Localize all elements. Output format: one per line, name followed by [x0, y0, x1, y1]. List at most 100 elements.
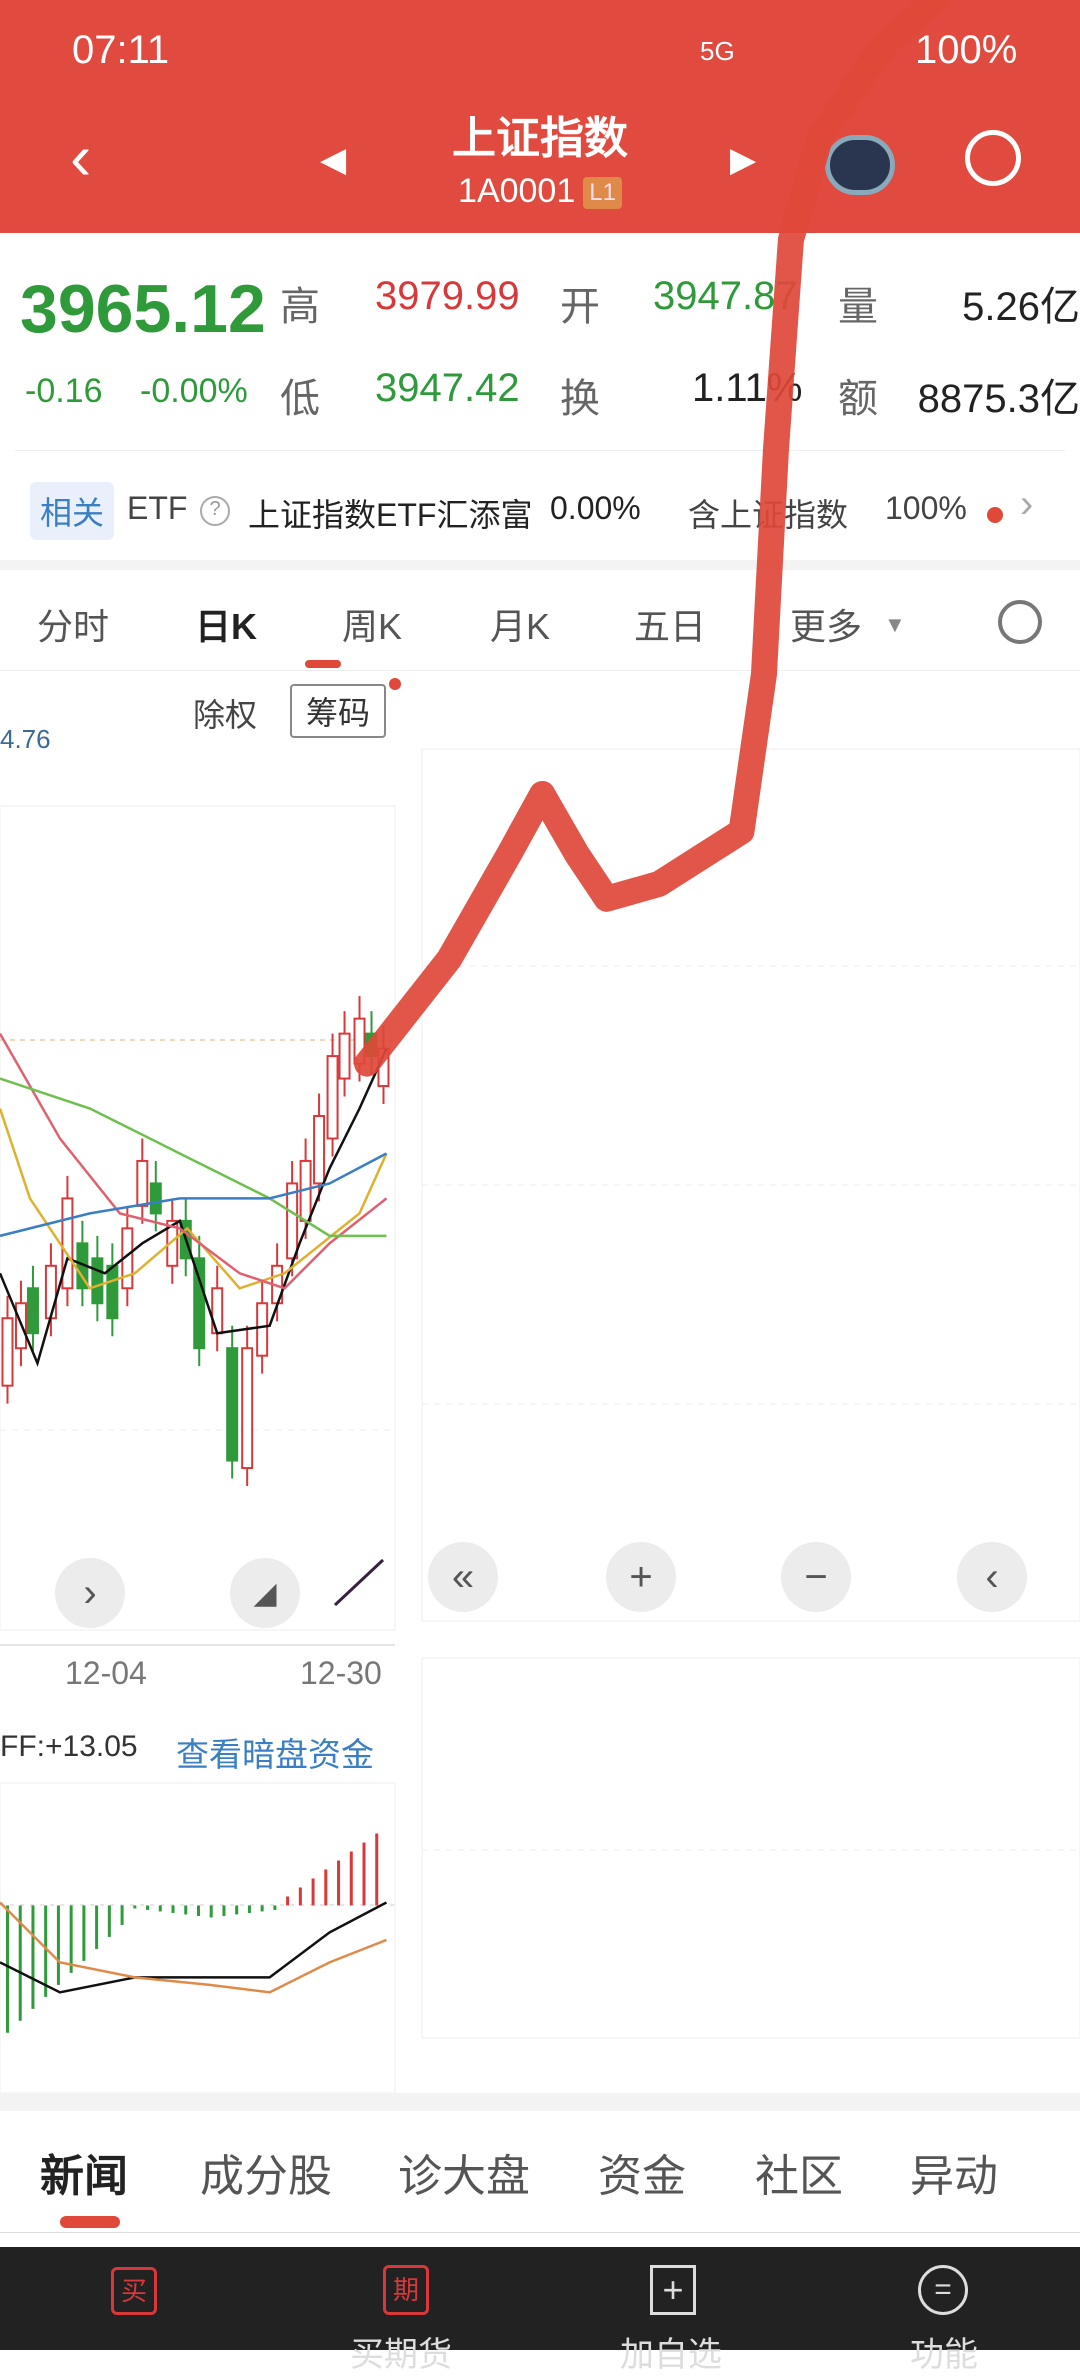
candle — [61, 1197, 74, 1290]
ma-line — [0, 1048, 388, 1367]
macd-line — [0, 1901, 388, 1994]
ma-line — [0, 1077, 387, 1238]
divider — [0, 2232, 1080, 2233]
etf-pct: 0.00% — [550, 490, 641, 526]
bottom-nav: 买 期 买期货 + 加自选 = 功能 — [0, 2247, 1080, 2374]
fast-back-button[interactable]: « — [428, 1542, 498, 1612]
zoom-out-button[interactable]: − — [781, 1542, 851, 1612]
draw-line-icon — [333, 1558, 385, 1607]
main-chart-frame — [0, 805, 396, 1631]
volume-label: 量 — [838, 285, 878, 329]
divider — [15, 450, 1065, 451]
low-label: 低 — [280, 377, 320, 421]
ma-line — [0, 1108, 388, 1290]
amount-label: 额 — [838, 377, 878, 421]
candle — [338, 1032, 351, 1080]
tab-community[interactable]: 社区 — [755, 2152, 843, 2201]
tab-weekly-k[interactable]: 周K — [342, 606, 403, 647]
candle — [226, 1347, 239, 1462]
zoom-in-button[interactable]: + — [606, 1542, 676, 1612]
prev-stock-icon[interactable]: ◀ — [320, 141, 347, 179]
tab-indicator — [305, 660, 341, 668]
lower-right-panel — [421, 1657, 1080, 2039]
tab-news[interactable]: 新闻 — [40, 2152, 128, 2201]
tab-five-day[interactable]: 五日 — [634, 606, 707, 647]
ma-line — [0, 1032, 388, 1290]
etf-name[interactable]: 上证指数ETF汇添富 — [248, 497, 533, 533]
candle — [326, 1055, 339, 1140]
back-icon[interactable]: ‹ — [70, 121, 92, 193]
high-value: 3979.99 — [375, 274, 520, 318]
ma-line — [0, 1152, 388, 1238]
tab-monthly-k[interactable]: 月K — [490, 606, 551, 647]
settings-icon[interactable] — [998, 600, 1042, 644]
candle — [286, 1182, 299, 1260]
caret-down-icon: ▼ — [884, 612, 906, 637]
tab-more[interactable]: 更多 — [790, 606, 863, 647]
candle — [313, 1115, 326, 1185]
section-separator — [0, 560, 1080, 570]
level-badge: L1 — [583, 177, 622, 210]
macd-value: FF:+13.05 — [0, 1730, 138, 1763]
add-watchlist-label[interactable]: 加自选 — [620, 2336, 722, 2374]
tab-intraday[interactable]: 分时 — [37, 606, 110, 647]
futures-icon[interactable]: 期 — [383, 2265, 429, 2315]
dark-pool-link[interactable]: 查看暗盘资金 — [176, 1736, 374, 1773]
candle — [26, 1287, 39, 1335]
chevron-right-icon[interactable]: › — [1020, 482, 1034, 526]
stock-code: 1A0001 L1 — [0, 172, 1080, 211]
functions-label[interactable]: 功能 — [910, 2336, 978, 2374]
candle — [91, 1257, 104, 1305]
candle — [166, 1219, 179, 1267]
date-label: 12-30 — [300, 1655, 382, 1691]
network-icon: 5G — [700, 36, 735, 66]
low-value: 3947.42 — [375, 366, 520, 410]
amount-value: 8875.3亿 — [917, 377, 1080, 421]
dot-indicator — [389, 678, 401, 690]
tab-funds[interactable]: 资金 — [598, 2152, 686, 2201]
battery-level: 100% — [915, 28, 1018, 72]
fullscreen-button[interactable]: ◢ — [230, 1558, 300, 1628]
candle — [1, 1317, 14, 1387]
code-text: 1A0001 — [458, 172, 576, 210]
macd-bars — [0, 1833, 388, 2033]
divider — [0, 670, 1080, 671]
search-icon[interactable] — [965, 130, 1021, 186]
tab-movement[interactable]: 异动 — [910, 2152, 998, 2201]
etf-weight: 100% — [885, 490, 967, 526]
candle — [256, 1302, 269, 1357]
candle — [106, 1264, 119, 1320]
open-label: 开 — [560, 285, 600, 329]
current-price: 3965.12 — [20, 271, 266, 347]
turnover-label: 换 — [560, 377, 600, 421]
price-change-pct: -0.00% — [140, 372, 248, 410]
date-label: 12-04 — [65, 1655, 147, 1691]
tab-diagnosis[interactable]: 诊大盘 — [398, 2152, 530, 2201]
section-separator — [0, 2093, 1080, 2111]
candle — [149, 1182, 162, 1215]
dot-indicator — [987, 507, 1003, 523]
high-label: 高 — [280, 285, 320, 329]
functions-icon[interactable]: = — [918, 2265, 968, 2315]
candle — [193, 1257, 206, 1350]
adjust-toggle[interactable]: 除权 — [193, 697, 258, 733]
help-icon[interactable]: ? — [200, 496, 230, 526]
next-stock-icon[interactable]: ▶ — [730, 141, 757, 179]
price-change: -0.16 — [25, 372, 103, 410]
tab-constituents[interactable]: 成分股 — [200, 2152, 332, 2201]
etf-label: ETF — [127, 490, 188, 526]
tab-daily-k[interactable]: 日K — [195, 606, 257, 647]
buy-icon[interactable]: 买 — [111, 2267, 157, 2315]
assistant-icon[interactable] — [825, 135, 895, 195]
page-title: 上证指数 — [452, 114, 628, 163]
scroll-right-button[interactable]: › — [55, 1558, 125, 1628]
hand-drawn-annotation — [354, 0, 950, 1077]
news-tab-indicator — [60, 2216, 120, 2228]
related-tag: 相关 — [30, 482, 115, 540]
chips-button[interactable]: 筹码 — [290, 684, 387, 738]
price-axis-label: 4.76 — [0, 724, 51, 754]
back-button[interactable]: ‹ — [957, 1542, 1027, 1612]
futures-label[interactable]: 买期货 — [350, 2336, 452, 2374]
add-watchlist-icon[interactable]: + — [650, 2265, 696, 2315]
